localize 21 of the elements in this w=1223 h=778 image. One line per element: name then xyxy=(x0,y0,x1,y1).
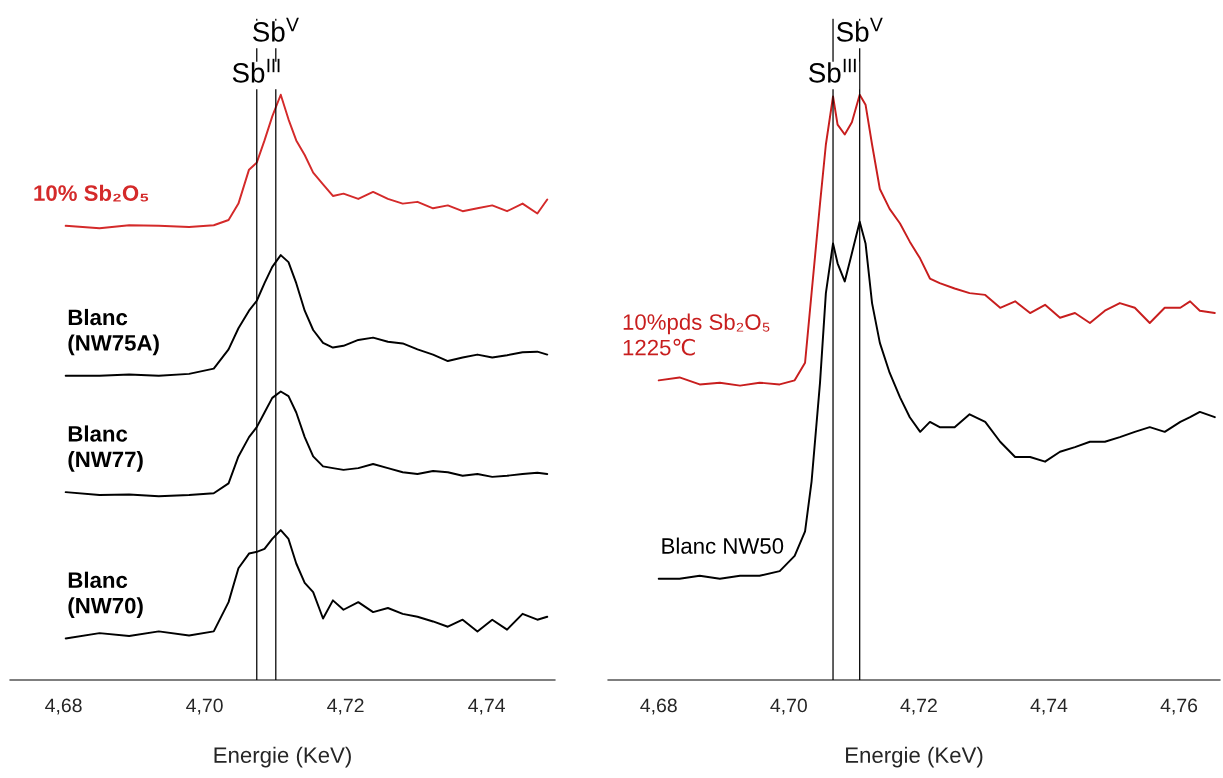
x-tick-label: 4,76 xyxy=(1160,698,1198,715)
x-tick-label: 4,70 xyxy=(186,698,223,715)
series-label: Blanc NW50 xyxy=(662,537,784,554)
ref-line-label: Sb$^{III}$ xyxy=(809,58,856,83)
series-label: Blanc (NW70) xyxy=(68,571,143,618)
ref-line-label: Sb$^{V}$ xyxy=(836,17,883,42)
x-axis-title: Energie (KeV) xyxy=(846,746,983,768)
x-tick-label: 4,74 xyxy=(468,698,505,715)
x-tick-label: 4,68 xyxy=(640,698,677,715)
x-tick-label: 4,68 xyxy=(45,698,82,715)
ref-line-label: Sb$^{III}$ xyxy=(232,58,280,83)
series-label: Blanc (NW75A) xyxy=(68,308,159,356)
x-tick-label: 4,72 xyxy=(327,698,364,715)
x-tick-label: 4,74 xyxy=(1030,698,1068,715)
x-tick-label: 4,72 xyxy=(900,698,937,715)
ref-line-label: Sb$^{V}$ xyxy=(253,17,299,42)
x-tick-label: 4,70 xyxy=(770,698,807,715)
x-axis-title: Energie (KeV) xyxy=(214,746,351,768)
series-label: Blanc (NW77) xyxy=(68,425,143,472)
series-label: 10% Sb₂O₅ xyxy=(34,184,149,202)
series-label: 10%pds Sb₂O₅ 1225℃ xyxy=(623,313,770,356)
